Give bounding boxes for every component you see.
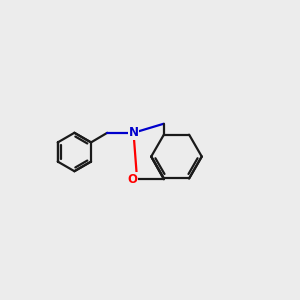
Text: O: O [127, 173, 137, 186]
Text: N: N [128, 126, 139, 139]
